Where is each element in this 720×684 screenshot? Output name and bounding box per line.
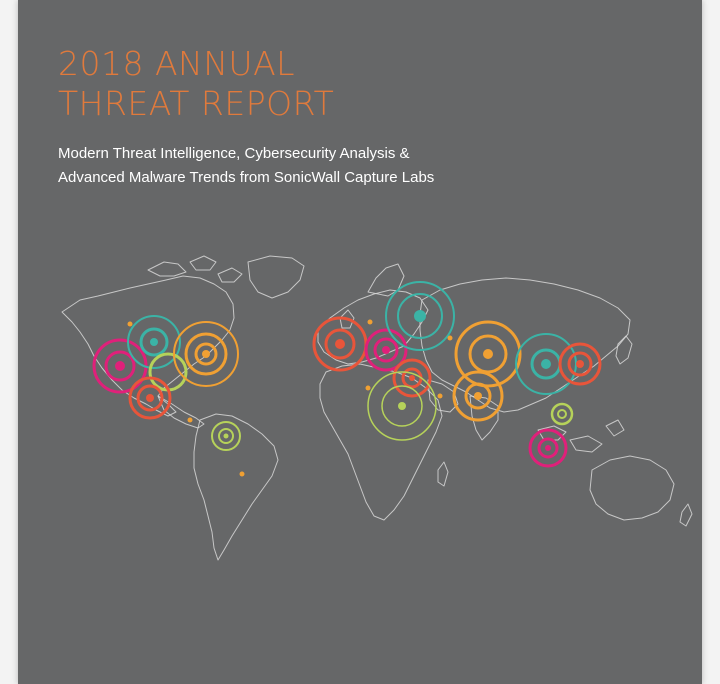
map-africa [319, 363, 443, 521]
threat-hotspot-eastern-mediterranean [392, 358, 432, 398]
threat-hotspot-us-east [173, 321, 239, 387]
threat-hotspot-southeast-asia [550, 402, 574, 426]
map-greenland [247, 255, 305, 299]
report-title-line-1: 2018 ANNUAL [58, 44, 296, 83]
report-title-line-2: THREAT REPORT [58, 84, 335, 123]
map-new-zealand [679, 503, 693, 527]
report-cover: 2018 ANNUAL THREAT REPORT Modern Threat … [18, 0, 702, 684]
report-subtitle-line-1: Modern Threat Intelligence, Cybersecurit… [58, 145, 410, 162]
map-british-isles [339, 309, 355, 329]
map-australia [589, 455, 675, 521]
threat-hotspot-us-west [92, 338, 148, 394]
threat-hotspot-indonesia [528, 428, 568, 468]
map-arabia [427, 379, 459, 413]
threat-hotspot-us-central [127, 315, 181, 369]
map-japan [615, 335, 633, 365]
threat-dot [239, 471, 245, 477]
map-southeast-asia-islands [537, 419, 625, 453]
threat-hotspots [92, 281, 602, 477]
threat-dot [187, 417, 193, 423]
threat-hotspot-africa [367, 371, 437, 441]
threat-hotspot-central-europe [364, 328, 408, 372]
map-asia [419, 277, 631, 413]
threat-hotspot-india [452, 370, 504, 422]
report-subtitle-line-2: Advanced Malware Trends from SonicWall C… [58, 169, 435, 186]
threat-dot [367, 319, 373, 325]
report-title: 2018 ANNUAL THREAT REPORT [58, 44, 334, 124]
threat-hotspot-central-asia [454, 320, 522, 388]
threat-hotspot-mexico [128, 376, 172, 420]
threat-hotspot-east-asia [558, 342, 602, 386]
threat-hotspot-northern-europe [385, 281, 455, 351]
threat-hotspot-western-europe [312, 316, 368, 372]
map-canadian-islands [147, 255, 243, 283]
map-scandinavia [367, 263, 405, 297]
world-threat-map [61, 255, 693, 561]
report-subtitle: Modern Threat Intelligence, Cybersecurit… [58, 142, 434, 190]
threat-dot [365, 385, 371, 391]
map-central-america [157, 395, 205, 429]
threat-dot [437, 393, 443, 399]
threat-hotspot-china [515, 333, 577, 395]
threat-dot [127, 321, 133, 327]
threat-dot [447, 335, 453, 341]
map-south-america [193, 413, 279, 561]
map-europe [317, 289, 429, 365]
map-madagascar [437, 461, 449, 487]
threat-hotspot-south-america-north [211, 421, 241, 451]
